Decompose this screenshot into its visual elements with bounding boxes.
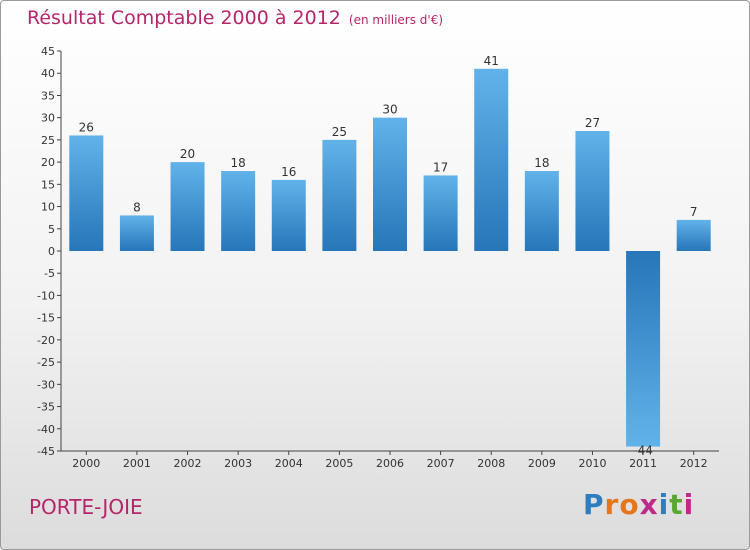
y-tick-label: -20 [37,334,55,347]
bar-2011 [626,251,661,447]
y-tick-label: -40 [37,423,55,436]
bar-2006 [373,117,407,252]
x-tick-label: 2009 [528,457,556,470]
bar-2005 [322,139,357,251]
x-tick-label: 2005 [325,457,353,470]
bar-2012 [676,219,711,251]
data-label-2007: 17 [433,160,448,174]
bar-2004 [271,179,306,251]
y-tick-label: 15 [41,178,55,191]
logo-letter: t [669,488,684,521]
data-label-2003: 18 [231,156,246,170]
data-label-2001: 8 [133,200,141,214]
y-tick-label: -35 [37,401,55,414]
x-tick-label: 2002 [174,457,202,470]
bar-2003 [221,171,256,251]
x-tick-label: 2012 [680,457,708,470]
chart-title: Résultat Comptable 2000 à 2012 (en millie… [27,7,443,29]
y-tick-label: -45 [37,445,55,458]
data-label-2005: 25 [332,125,347,139]
data-labels: 26 8 20 18 16 25 30 17 41 18 27 -44 7 [79,54,698,458]
x-tick-label: 2003 [224,457,252,470]
data-label-2000: 26 [79,120,94,134]
x-tick-label: 2001 [123,457,151,470]
logo-letter: i [658,488,670,521]
y-tick-label: 25 [41,134,55,147]
y-tick-label: -30 [37,378,55,391]
bar-2000 [69,135,104,251]
logo-letter: i [683,488,695,521]
bars [69,68,711,447]
data-label-2006: 30 [382,103,397,117]
bar-2001 [119,215,154,251]
data-label-2002: 20 [180,147,195,161]
y-tick-label: 10 [41,201,55,214]
y-tick-label: 45 [41,45,55,58]
y-tick-label: -25 [37,356,55,369]
y-tick-label: -15 [37,312,55,325]
logo-letter: x [639,488,659,521]
y-tick-label: 40 [41,67,55,80]
data-label-2004: 16 [281,165,296,179]
logo-letter: o [619,488,640,521]
y-tick-label: -10 [37,289,55,302]
x-tick-label: 2007 [427,457,455,470]
x-tick-label: 2006 [376,457,404,470]
y-tick-label: 35 [41,89,55,102]
x-tick-label: 2004 [275,457,303,470]
data-label-2011: -44 [633,444,653,458]
axes: -45 -40 -35 -30 -25 -20 -15 -10 -5 0 5 10 15 20 25 30 35… [37,45,719,470]
data-label-2009: 18 [534,156,549,170]
bar-2007 [423,175,458,251]
data-label-2008: 41 [484,54,499,68]
bar-2010 [575,131,610,251]
x-tick-label: 2011 [629,457,657,470]
y-tick-label: 30 [41,112,55,125]
bar-2008 [474,68,509,252]
y-tick-label: 20 [41,156,55,169]
y-tick-label: 5 [48,223,55,236]
chart-subtitle: (en milliers d'€) [348,13,444,27]
chart-title-text: Résultat Comptable 2000 à 2012 [27,7,341,29]
y-tick-label: 0 [48,245,55,258]
commune-name: PORTE-JOIE [29,495,143,519]
proxiti-logo: Proxiti [583,488,694,521]
data-label-2010: 27 [585,116,600,130]
x-tick-label: 2008 [477,457,505,470]
x-tick-label: 2000 [72,457,100,470]
logo-letter: r [604,488,620,521]
logo-letter: P [583,488,605,521]
x-tick-label: 2010 [578,457,606,470]
data-label-2012: 7 [690,205,698,219]
y-tick-label: -5 [44,267,55,280]
bar-2009 [524,171,559,251]
bar-2002 [170,162,205,251]
